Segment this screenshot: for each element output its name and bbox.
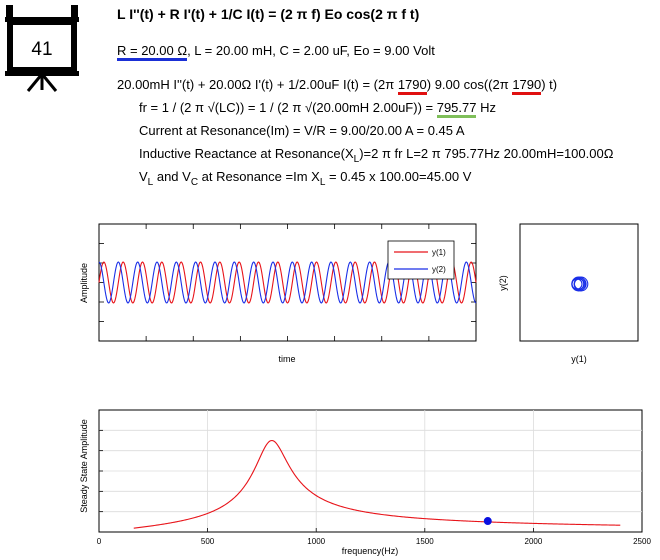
x-tick-label: 2000 bbox=[525, 537, 543, 546]
circuit-parameters: R = 20.00 Ω, L = 20.00 mH, C = 2.00 uF, … bbox=[117, 43, 435, 61]
x-tick-label: 1000 bbox=[307, 537, 325, 546]
resistance-value: R = 20.00 Ω bbox=[117, 43, 188, 61]
voltage-text: and V bbox=[153, 169, 191, 184]
time-plot-xlabel: time bbox=[278, 354, 295, 364]
freq-plot-ylabel: Steady State Amplitude bbox=[79, 419, 89, 513]
phase-plot-frame bbox=[519, 223, 639, 342]
phase-plot: y(2) y(1) bbox=[498, 223, 639, 364]
phase-plot-trajectory bbox=[571, 276, 589, 292]
voltage-text: = 0.45 x 100.00=45.00 V bbox=[325, 169, 472, 184]
inductive-reactance-line: Inductive Reactance at Resonance(XL)=2 π… bbox=[139, 146, 613, 165]
legend-box bbox=[387, 240, 455, 280]
freq-plot-xlabel: frequency(Hz) bbox=[342, 546, 399, 556]
phase-loop bbox=[573, 276, 589, 292]
x-tick-label: 0 bbox=[97, 537, 102, 546]
phase-plot-xlabel: y(1) bbox=[571, 354, 587, 364]
drive-frequency-2: 1790 bbox=[512, 77, 542, 95]
time-plot: Amplitude time y(1) y(2) bbox=[79, 223, 477, 364]
presentation-board-icon: 41 bbox=[5, 5, 79, 92]
drive-frequency-1: 1790 bbox=[397, 77, 427, 95]
freq-plot-grid bbox=[98, 410, 643, 532]
numeric-equation: 20.00mH I''(t) + 20.00Ω I'(t) + 1/2.00uF… bbox=[117, 77, 558, 95]
series-line-y(2) bbox=[98, 261, 477, 304]
reactance-text: Inductive Reactance at Resonance(X bbox=[139, 146, 354, 161]
subscript: C bbox=[190, 177, 199, 188]
legend-label-y2: y(2) bbox=[432, 265, 446, 274]
x-tick-label: 2500 bbox=[633, 537, 651, 546]
voltage-text: at Resonance =Im X bbox=[198, 169, 320, 184]
subscript: L bbox=[147, 177, 154, 188]
time-plot-legend: y(1) y(2) bbox=[387, 240, 455, 280]
legend-label-y1: y(1) bbox=[432, 248, 446, 257]
x-tick-label: 500 bbox=[201, 537, 215, 546]
equation-part: 20.00mH I''(t) + 20.00Ω I'(t) + 1/2.00uF… bbox=[117, 77, 398, 92]
subscript: L bbox=[319, 177, 326, 188]
voltage-text: V bbox=[139, 169, 148, 184]
freq-plot-series bbox=[133, 439, 621, 529]
fr-unit: Hz bbox=[476, 100, 496, 115]
problem-number: 41 bbox=[31, 39, 52, 60]
equation-part: ) 9.00 cos((2π bbox=[426, 77, 513, 92]
equation-title: L I''(t) + R I'(t) + 1/C I(t) = (2 π f) … bbox=[117, 6, 420, 22]
x-tick-label: 1500 bbox=[416, 537, 434, 546]
time-plot-ylabel: Amplitude bbox=[79, 263, 89, 303]
freq-plot-tick-labels: 0 500 1000 1500 2000 2500 bbox=[97, 537, 652, 546]
equation-part: ) t) bbox=[541, 77, 558, 92]
phase-plot-ylabel: y(2) bbox=[498, 275, 508, 291]
reactance-text: )=2 π fr L=2 π 795.77Hz 20.00mH=100.00Ω bbox=[359, 146, 614, 161]
amplitude-curve bbox=[133, 439, 621, 529]
other-parameters: , L = 20.00 mH, C = 2.00 uF, Eo = 9.00 V… bbox=[187, 43, 435, 58]
voltage-line: VL and VC at Resonance =Im XL = 0.45 x 1… bbox=[139, 169, 471, 188]
fr-value: 795.77 bbox=[436, 100, 477, 118]
fr-formula: fr = 1 / (2 π √(LC)) = 1 / (2 π √(20.00m… bbox=[139, 100, 437, 115]
resonance-frequency-line: fr = 1 / (2 π √(LC)) = 1 / (2 π √(20.00m… bbox=[139, 100, 496, 118]
drive-frequency-marker bbox=[483, 517, 492, 526]
subscript: L bbox=[353, 154, 360, 165]
current-at-resonance: Current at Resonance(Im) = V/R = 9.00/20… bbox=[139, 123, 465, 138]
frequency-response-plot: 0 500 1000 1500 2000 2500 Steady State Amplit… bbox=[79, 409, 652, 556]
